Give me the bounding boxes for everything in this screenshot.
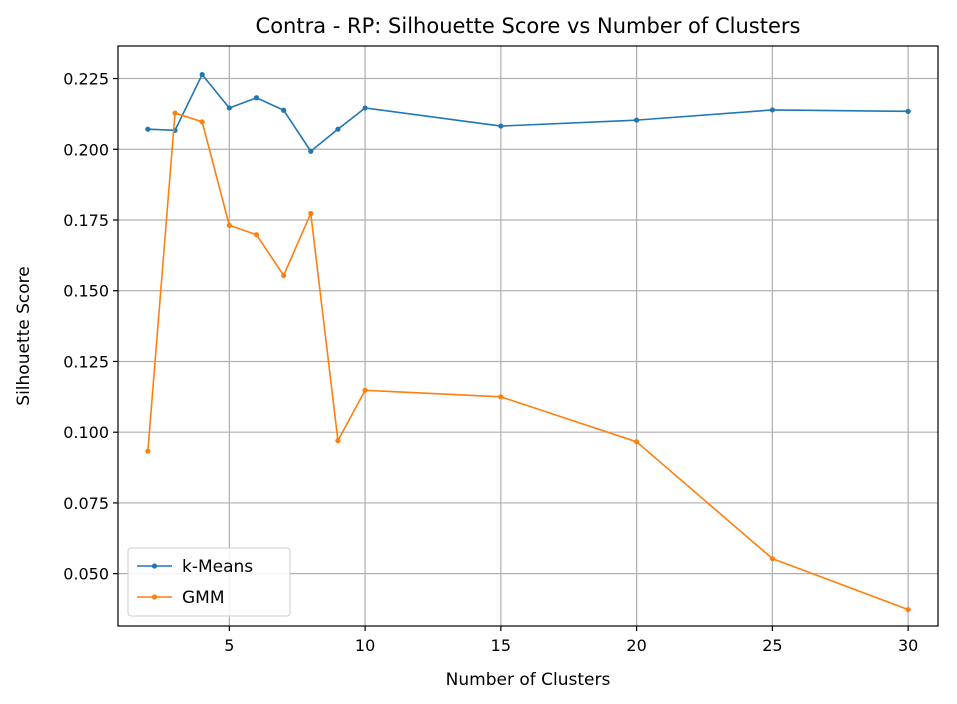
data-point-gmm <box>362 387 368 393</box>
data-point-gmm <box>634 439 640 445</box>
y-axis-label: Silhouette Score <box>14 266 34 405</box>
data-point-k-means <box>335 126 341 132</box>
x-tick-label: 15 <box>491 636 511 655</box>
legend-marker-gmm <box>151 594 158 600</box>
y-tick-label: 0.125 <box>63 352 109 371</box>
legend-label-k-means: k-Means <box>182 557 253 577</box>
grid-lines <box>118 46 938 626</box>
x-tick-label: 10 <box>355 636 375 655</box>
data-point-gmm <box>281 272 287 279</box>
x-tick-label: 25 <box>762 636 782 655</box>
data-point-gmm <box>498 394 504 400</box>
plot-area-frame <box>117 45 939 627</box>
data-point-k-means <box>145 126 151 132</box>
legend-marker-k-means <box>151 563 158 569</box>
y-tick-label: 0.150 <box>63 282 109 301</box>
x-axis-label: Number of Clusters <box>446 670 611 690</box>
data-point-gmm <box>172 110 178 116</box>
legend: k-Means GMM <box>127 547 291 617</box>
axis-ticks: 5 10 15 20 25 30 0.050 0.075 0.100 0.125 0.150 0.17… <box>63 70 918 655</box>
data-point-k-means <box>308 148 314 154</box>
y-tick-label: 0.050 <box>63 565 109 584</box>
data-point-gmm <box>145 448 151 454</box>
series-k-means <box>145 71 911 154</box>
legend-label-gmm: GMM <box>182 588 225 608</box>
y-tick-label: 0.075 <box>63 494 109 513</box>
data-point-k-means <box>769 107 775 113</box>
data-point-k-means <box>253 95 260 101</box>
x-tick-label: 5 <box>224 636 234 655</box>
data-point-k-means <box>634 117 640 123</box>
data-point-k-means <box>199 71 205 78</box>
data-point-gmm <box>308 210 314 217</box>
series-gmm <box>145 110 911 613</box>
y-tick-label: 0.225 <box>63 70 109 89</box>
data-point-gmm <box>335 438 341 444</box>
data-point-gmm <box>226 222 232 228</box>
y-tick-label: 0.200 <box>63 140 109 159</box>
series-layer <box>145 71 911 613</box>
x-tick-label: 20 <box>626 636 646 655</box>
chart-title: Contra - RP: Silhouette Score vs Number … <box>256 14 801 38</box>
data-point-gmm <box>253 232 260 238</box>
data-point-k-means <box>226 105 232 111</box>
x-tick-label: 30 <box>898 636 918 655</box>
data-point-k-means <box>362 105 368 111</box>
data-point-k-means <box>281 107 287 113</box>
data-point-gmm <box>905 606 911 613</box>
data-point-k-means <box>498 123 504 129</box>
data-point-gmm <box>769 556 775 562</box>
legend-box <box>127 547 291 617</box>
y-tick-label: 0.100 <box>63 423 109 442</box>
data-point-gmm <box>199 119 205 125</box>
y-tick-label: 0.175 <box>63 211 109 230</box>
data-point-k-means <box>905 108 911 114</box>
